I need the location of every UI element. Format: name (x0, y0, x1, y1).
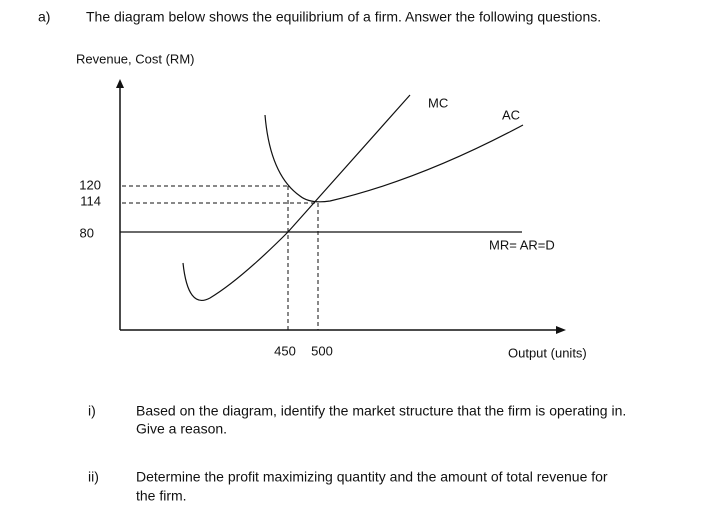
curve-label: MC (428, 95, 448, 110)
y-tick-label: 114 (80, 193, 101, 208)
part-text: the firm. (136, 488, 187, 504)
y-axis-label: Revenue, Cost (RM) (76, 51, 194, 66)
x-arrow (556, 326, 566, 334)
part-text: Give a reason. (136, 421, 227, 437)
y-arrow (116, 79, 124, 88)
mc-curve (182, 94, 411, 301)
part-text: Based on the diagram, identify the marke… (136, 403, 626, 419)
x-tick-label: 500 (311, 343, 333, 358)
question-text: The diagram below shows the equilibrium … (86, 9, 601, 25)
diagram: Revenue, Cost (RM) 120 114 80 450 500 Ou… (76, 51, 587, 360)
part-label: i) (88, 403, 96, 419)
part-label: ii) (88, 469, 99, 485)
curve-label: AC (502, 107, 520, 122)
x-axis-label: Output (units) (508, 345, 587, 360)
ac-curve (264, 114, 524, 203)
part-text: Determine the profit maximizing quantity… (136, 469, 608, 485)
y-tick-label: 80 (80, 225, 94, 240)
curve-label: MR= AR=D (489, 237, 555, 252)
y-tick-label: 120 (79, 177, 101, 192)
x-tick-label: 450 (274, 343, 296, 358)
question-label: a) (38, 9, 50, 25)
